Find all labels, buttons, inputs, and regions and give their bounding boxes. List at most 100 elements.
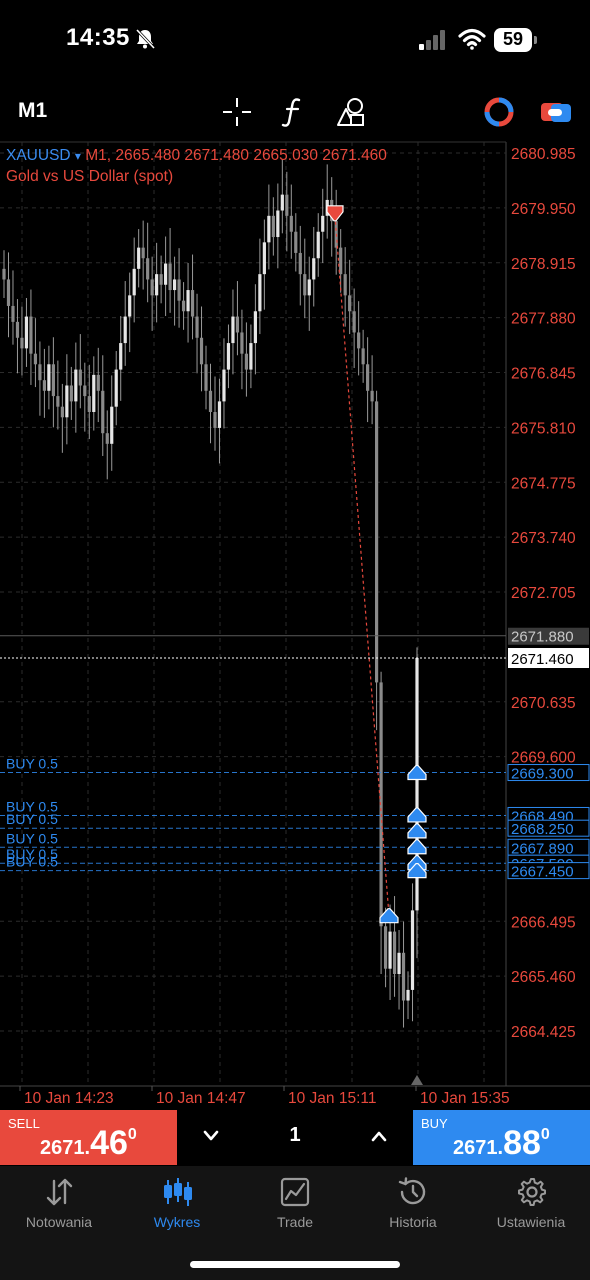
buy-button[interactable]: BUY 2671.880 [413,1110,590,1165]
candle-body [285,194,289,216]
bid-price: 2671.460 [511,651,574,668]
volume-value[interactable]: 1 [289,1124,301,1146]
position-label: BUY 0.5 [6,846,58,862]
candle-body [199,337,204,365]
candle-body [276,210,280,238]
candle-body [280,194,284,211]
candle-body [105,433,109,444]
position-label: BUY 0.5 [6,830,58,846]
candle-body [294,231,298,253]
candle-body [262,242,266,275]
gear-icon [518,1178,546,1206]
candle-body [190,290,195,317]
candle-body [168,263,172,291]
chart-symbol-header[interactable]: XAUUSD ▾ M1, 2665.480 2671.480 2665.030 … [6,147,387,165]
candle-body [110,406,114,444]
position-price-tag [507,764,590,782]
y-tick-label: 2675.810 [511,420,576,437]
buy-arrow-marker [407,807,427,823]
candle-body [78,369,82,386]
tab-label: Ustawienia [496,1214,566,1230]
candle-body [348,295,352,312]
candle-body [374,401,379,683]
candle-body [343,274,347,296]
candle-body [51,364,55,397]
y-tick-label: 2677.880 [511,311,576,328]
candle-body [415,658,419,911]
candle-body [383,926,388,969]
candle-body [15,321,20,338]
ask-price-tag [508,627,589,645]
candle-body [217,401,222,428]
candlestick-icon [164,1178,192,1206]
candle-body [388,931,392,969]
y-tick-label: 2664.425 [511,1024,576,1041]
candle-body [11,305,15,322]
chevron-up-icon[interactable] [371,1130,387,1142]
candle-body [370,390,374,402]
y-tick-label: 2670.635 [511,695,576,712]
candle-body [298,252,302,275]
candle-body [56,396,60,407]
tab-wykres[interactable]: Wykres [118,1176,236,1236]
candle-body [47,364,51,391]
candle-body [83,385,87,397]
timeframe-button[interactable]: M1 [18,99,48,122]
sell-button[interactable]: SELL 2671.460 [0,1110,177,1165]
crosshair-icon[interactable] [220,95,254,129]
y-tick-label: 2665.460 [511,969,576,986]
y-tick-label: 2674.775 [511,475,576,492]
candle-body [141,247,145,259]
candle-body [186,290,190,312]
trade-toggle-icon[interactable] [539,95,573,129]
sell-label: SELL [8,1116,40,1131]
candle-body [137,247,141,269]
buy-arrow-marker [407,863,427,879]
candle-body [213,411,217,428]
one-click-trading-icon[interactable] [482,95,516,129]
candle-body [401,952,406,1001]
home-indicator [190,1261,400,1268]
candle-body [6,279,11,306]
candle-body [289,215,293,232]
position-label: BUY 0.5 [6,854,58,870]
candle-body [392,931,397,975]
tab-label: Trade [276,1214,314,1230]
volume-control: 1 [177,1110,413,1165]
buy-arrow-marker [407,823,427,839]
candle-body [159,274,163,285]
cell-signal-icon [419,30,445,50]
candle-body [123,316,127,344]
ask-price: 2671.880 [511,629,574,646]
tab-label: Historia [389,1214,437,1230]
candle-body [96,374,100,391]
tab-trade[interactable]: Trade [236,1176,354,1236]
candle-body [231,316,235,344]
position-price: 2668.250 [511,821,574,838]
tab-ustawienia[interactable]: Ustawienia [472,1176,590,1236]
symbol-dropdown-icon[interactable]: ▾ [74,149,81,163]
candle-body [29,316,33,354]
candle-body [33,353,38,365]
buy-arrow-marker [379,908,399,924]
buy-arrow-marker [407,764,427,781]
candle-body [164,263,168,285]
candle-body [366,364,370,391]
y-tick-label: 2672.705 [511,585,576,602]
tab-historia[interactable]: Historia [354,1176,472,1236]
wifi-icon [458,28,486,50]
chevron-down-icon[interactable] [203,1130,219,1142]
x-tick-label: 10 Jan 14:47 [156,1090,246,1107]
tab-notowania[interactable]: Notowania [0,1176,118,1236]
symbol-name[interactable]: XAUUSD [6,147,71,164]
position-price-tag [507,819,590,837]
y-tick-label: 2669.600 [511,750,576,767]
tab-label: Wykres [153,1214,201,1230]
indicators-function-icon[interactable] [277,95,311,129]
objects-shapes-icon[interactable] [335,95,369,129]
candle-body [69,385,73,402]
trade-chart-icon [280,1177,310,1207]
candle-body [258,274,262,312]
candle-body [240,332,244,354]
